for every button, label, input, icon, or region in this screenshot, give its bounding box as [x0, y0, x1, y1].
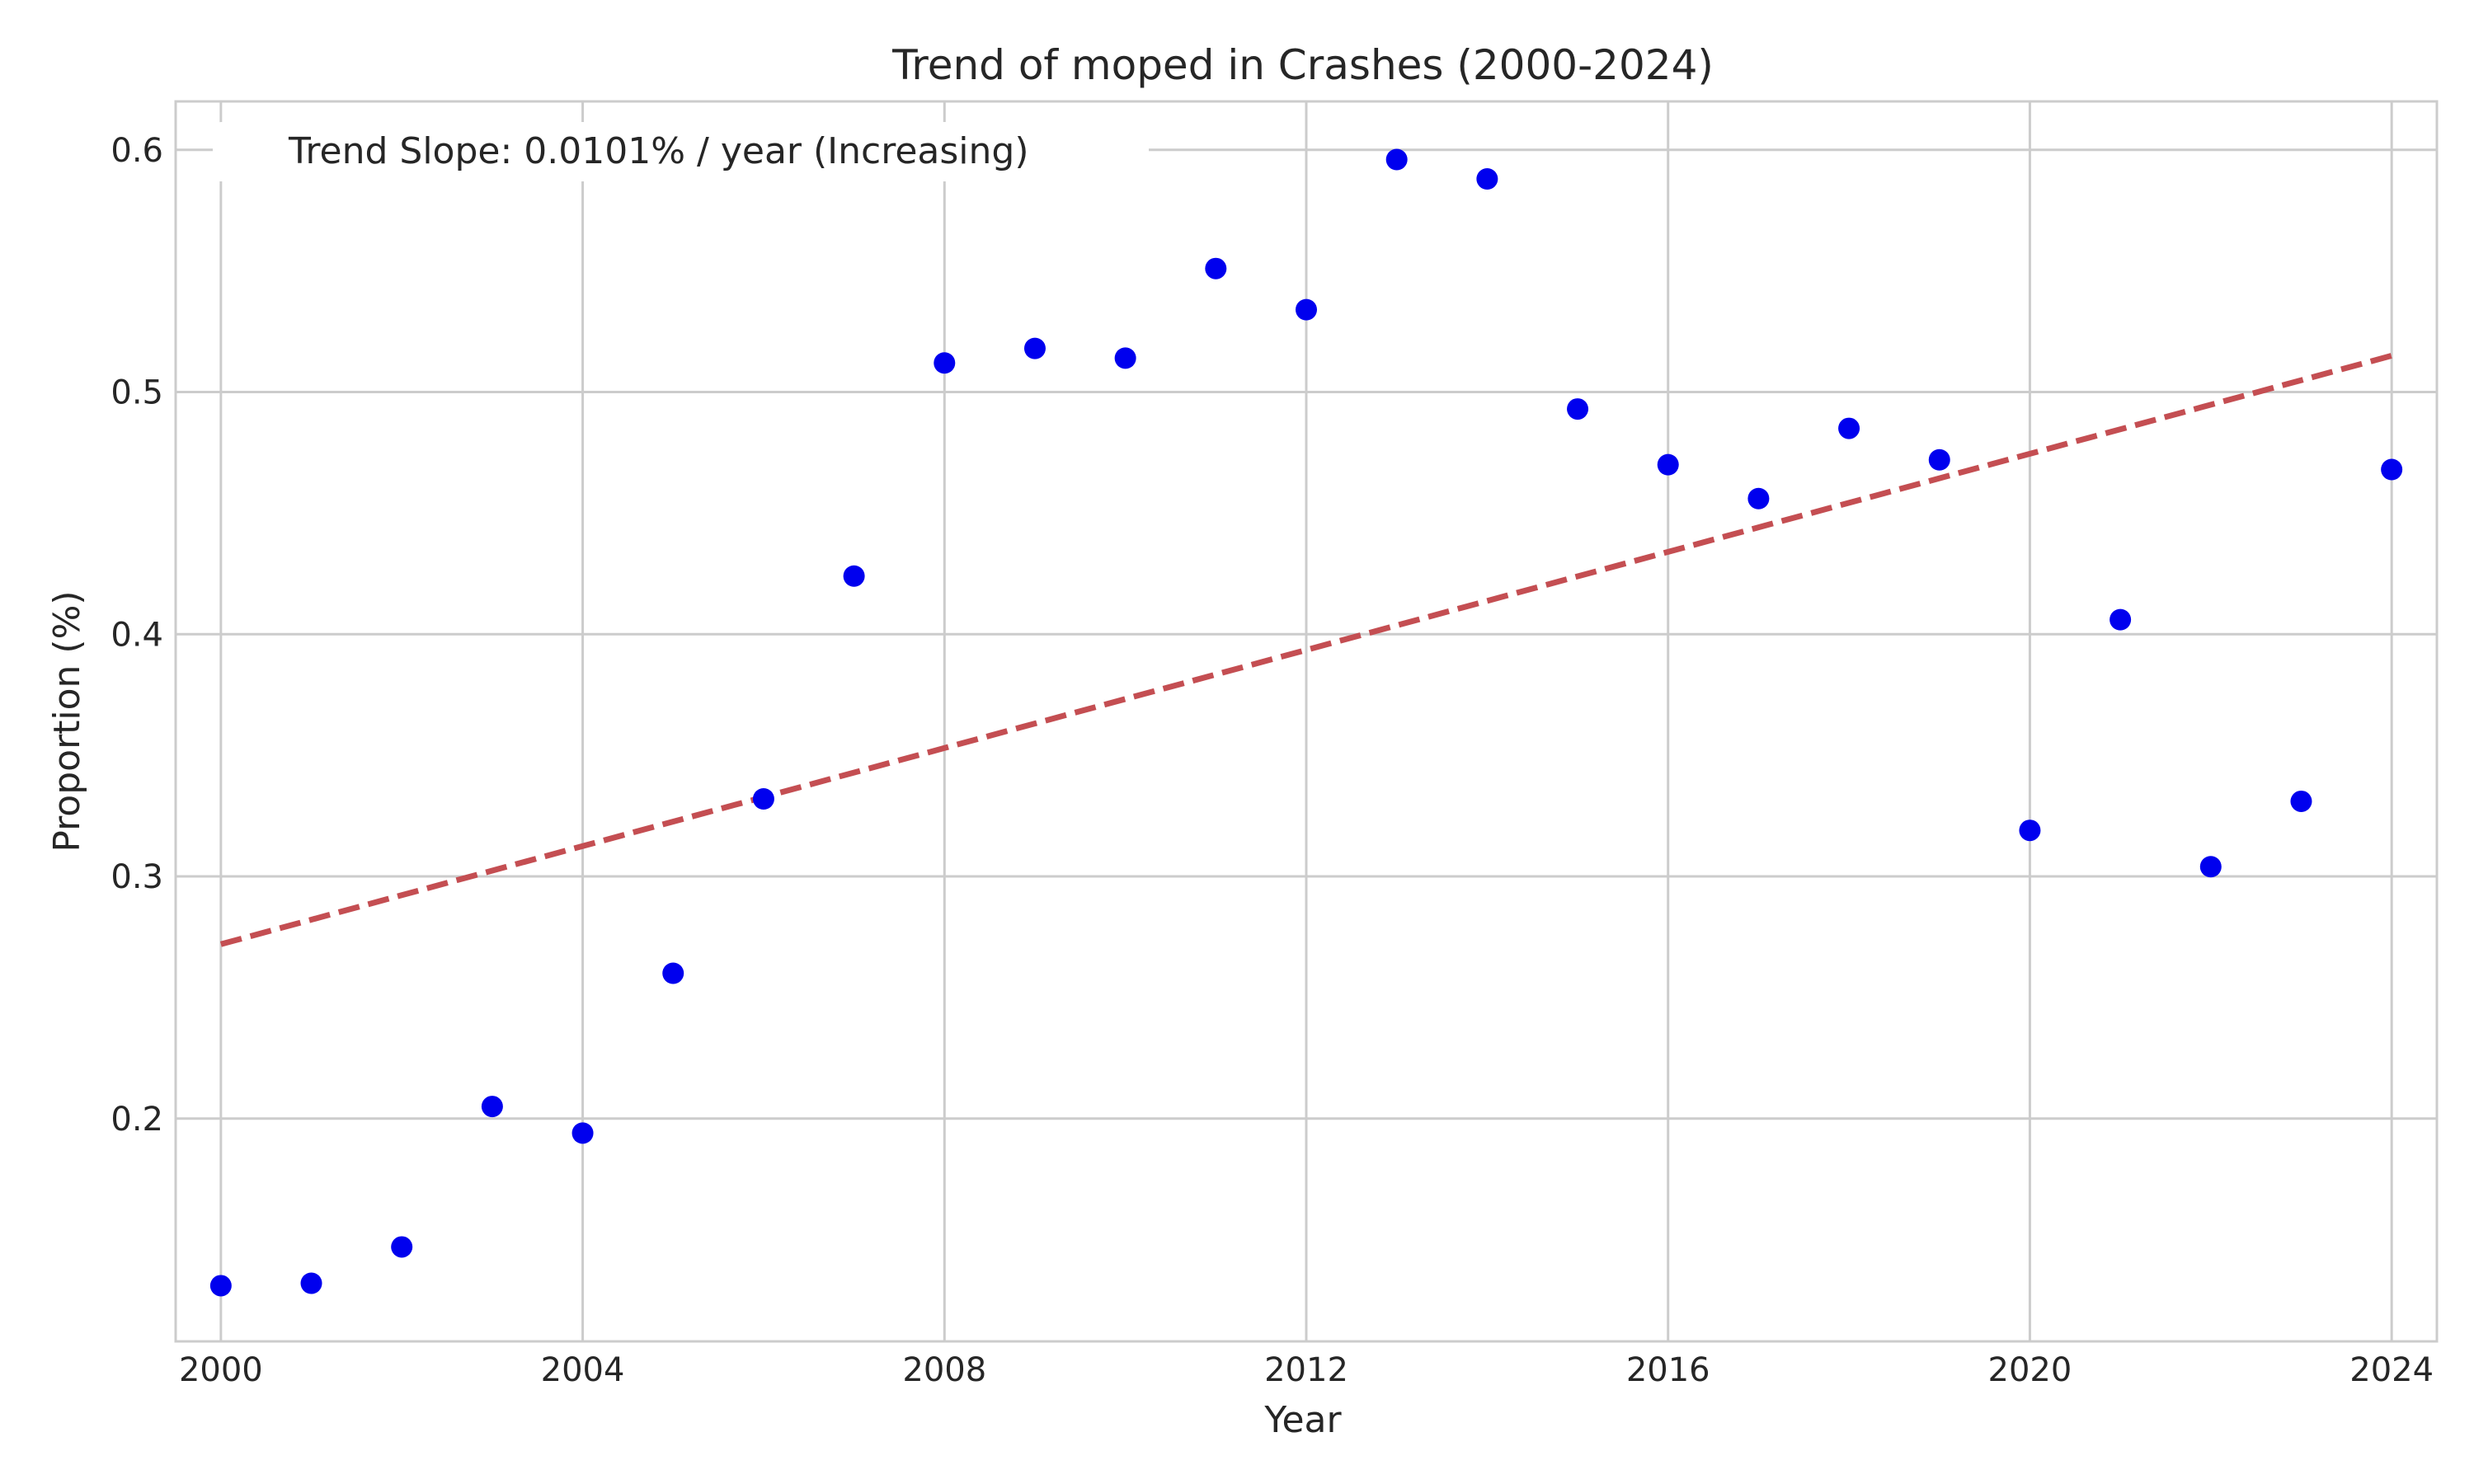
data-point: [391, 1236, 413, 1258]
data-point: [1114, 347, 1136, 369]
data-point: [752, 788, 774, 810]
y-tick-label: 0.4: [111, 616, 163, 654]
legend-box: [213, 122, 1149, 181]
plot-border: [174, 100, 2439, 1343]
x-tick-label: 2000: [179, 1351, 263, 1389]
y-tick-label: 0.5: [111, 374, 163, 412]
y-tick-label: 0.2: [111, 1101, 163, 1139]
legend: Trend Slope: 0.0101% / year (Increasing): [213, 122, 1149, 181]
data-point: [2019, 819, 2041, 842]
y-axis-ticks: 0.2 0.3 0.4 0.5 0.6: [111, 132, 163, 1139]
data-point: [843, 565, 865, 587]
data-point: [1928, 448, 1950, 471]
data-point: [1205, 257, 1227, 279]
x-tick-label: 2004: [541, 1351, 625, 1389]
x-tick-label: 2008: [902, 1351, 986, 1389]
data-point: [934, 352, 956, 374]
data-point: [1476, 168, 1498, 190]
data-point: [300, 1272, 322, 1294]
data-point: [2381, 458, 2403, 481]
data-point: [1385, 148, 1408, 171]
legend-label: Trend Slope: 0.0101% / year (Increasing): [288, 130, 1029, 172]
plot-frame: [174, 100, 2439, 1343]
data-point: [1567, 398, 1589, 420]
y-tick-label: 0.3: [111, 858, 163, 896]
data-point: [1657, 453, 1679, 476]
data-point: [209, 1275, 232, 1297]
y-axis-label: Proportion (%): [46, 590, 88, 852]
data-point: [662, 962, 684, 984]
data-point: [2199, 856, 2222, 878]
grid: [176, 101, 2437, 1341]
trend-line: [219, 353, 2393, 947]
data-point: [1023, 337, 1046, 359]
x-tick-label: 2024: [2349, 1351, 2434, 1389]
data-point: [2290, 790, 2312, 812]
x-tick-label: 2020: [1988, 1351, 2072, 1389]
chart-title: Trend of moped in Crashes (2000-2024): [891, 41, 1714, 89]
x-tick-label: 2016: [1626, 1351, 1710, 1389]
y-tick-label: 0.6: [111, 132, 163, 170]
data-point: [1747, 487, 1770, 510]
data-point: [2109, 608, 2132, 631]
data-point: [481, 1096, 503, 1118]
x-tick-label: 2012: [1264, 1351, 1348, 1389]
data-point: [1296, 298, 1317, 321]
x-axis-ticks: 2000 2004 2008 2012 2016 2020 2024: [179, 1351, 2434, 1389]
data-points: [209, 148, 2403, 1297]
data-point: [1838, 417, 1860, 439]
data-point: [571, 1122, 594, 1144]
x-axis-label: Year: [1263, 1399, 1342, 1441]
trend-line-layer: [219, 353, 2393, 947]
